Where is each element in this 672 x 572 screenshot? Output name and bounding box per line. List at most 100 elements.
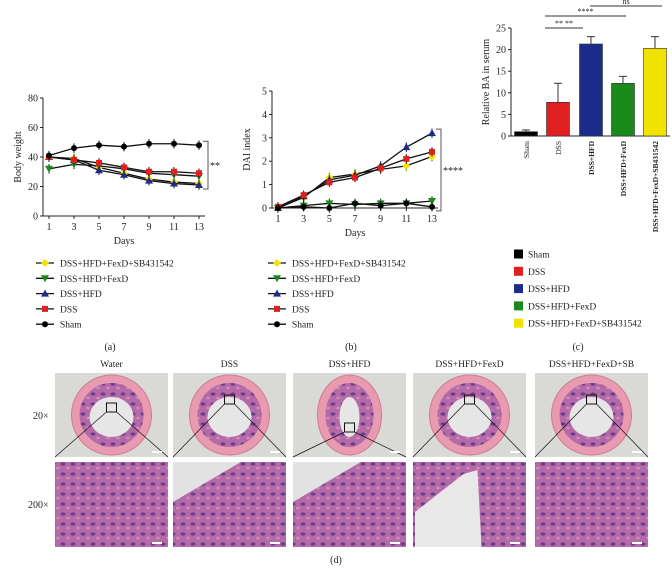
marker-square	[274, 305, 280, 312]
legend-item: DSS	[514, 266, 545, 278]
legend-label: DSS+HFD+FexD+SB431542	[60, 260, 174, 270]
legend-item: DSS+HFD+FexD	[36, 275, 128, 285]
scale-bar	[510, 542, 520, 544]
zoom-line	[116, 411, 169, 458]
legend-label: DSS+HFD+FexD	[528, 302, 596, 312]
column-label: Water	[100, 360, 123, 370]
x-tick-label: 13	[194, 222, 204, 233]
x-tick-label: 9	[378, 214, 383, 225]
column-label: DSS+HFD+FexD	[435, 360, 503, 370]
marker-triangle-up	[41, 289, 49, 297]
x-tick-label: 11	[169, 222, 179, 233]
marker-circle	[46, 152, 52, 159]
marker-square	[326, 179, 333, 186]
zoom-line	[234, 403, 287, 458]
marker-triangle-down	[41, 275, 49, 283]
error-bar	[522, 129, 530, 132]
marker-circle	[300, 203, 307, 210]
y-tick-label: 80	[28, 94, 38, 105]
lumen	[89, 397, 134, 437]
series-sham	[46, 139, 202, 161]
marker-circle	[196, 142, 202, 149]
caption-b: (b)	[345, 342, 357, 353]
legend-label: DSS	[292, 305, 309, 315]
x-tick-label: DSS	[554, 141, 563, 155]
zoom-box	[344, 422, 355, 433]
background	[173, 462, 241, 502]
marker-triangle-up	[273, 289, 281, 297]
scale-bar	[632, 542, 642, 544]
scale-bar	[390, 451, 400, 453]
marker-diamond	[273, 259, 281, 267]
marker-triangle-up	[195, 181, 203, 189]
x-tick-label: DSS+HFD	[587, 140, 596, 174]
legend-item: DSS	[268, 305, 309, 315]
legend-item: DSS+HFD	[36, 289, 102, 300]
legend-c: Sham DSS DSS+HFD DSS+HFD+FexD DSS+HFD+FexD+S…	[514, 249, 642, 330]
marker-triangle-down	[273, 275, 281, 283]
marker-circle	[403, 200, 410, 207]
y-axis-label: DAI index	[242, 128, 253, 171]
scale-bar	[152, 542, 162, 544]
legend-label: DSS+HFD+FexD+SB431542	[528, 320, 642, 330]
significance-bracket	[436, 128, 442, 212]
bar	[514, 131, 538, 137]
marker-circle	[71, 145, 77, 152]
y-axis-label: Body weight	[13, 131, 24, 183]
marker-triangle-up	[145, 176, 153, 184]
row-label: 20×	[33, 411, 49, 422]
significance-label: ** **	[555, 19, 573, 28]
zoom-box	[106, 402, 117, 413]
legend-label: DSS+HFD+FexD	[60, 275, 128, 285]
y-tick-label: 0	[262, 204, 267, 215]
x-tick-label: 13	[427, 214, 437, 225]
x-tick-label: DSS+HFD+FexD	[619, 140, 628, 196]
x-tick-label: 9	[147, 222, 152, 233]
x-tick-label: 3	[72, 222, 77, 233]
marker-circle	[352, 200, 358, 207]
significance-label: **	[210, 161, 220, 172]
caption-c: (c)	[572, 342, 583, 353]
zoom-line	[596, 403, 649, 458]
y-tick-label: 0	[501, 132, 506, 143]
error-bar	[651, 36, 659, 49]
zoom-line	[54, 411, 107, 458]
column-label: DSS+HFD+FexD+SB	[549, 360, 634, 370]
y-tick-label: 40	[28, 153, 38, 164]
legend-label: DSS+HFD+FexD+SB431542	[292, 260, 406, 270]
legend-item: Sham	[268, 321, 314, 331]
marker-square	[429, 148, 435, 155]
histology-panel: Water DSS DSS+HFD DSS+HFD+FexD DSS+HFD+FexD+…	[28, 360, 649, 547]
marker-diamond	[402, 161, 411, 170]
legend-label: DSS+HFD	[60, 290, 102, 300]
zoom-box	[586, 394, 597, 405]
marker-square	[121, 164, 127, 171]
legend-swatch	[514, 266, 523, 276]
legend-label: Sham	[60, 321, 82, 331]
bar	[611, 82, 635, 137]
x-tick-label: 11	[402, 214, 412, 225]
significance-label: ****	[578, 7, 594, 16]
legend-item: DSS+HFD+FexD	[268, 275, 360, 285]
zoom-line	[292, 431, 345, 458]
x-tick-label: 1	[47, 222, 52, 233]
marker-triangle-down	[428, 197, 436, 205]
marker-square	[300, 192, 307, 199]
y-tick-label: 2	[262, 157, 267, 168]
marker-circle	[377, 202, 384, 209]
y-tick-label: 5	[501, 110, 506, 121]
x-tick-label: 3	[301, 214, 306, 225]
marker-square	[42, 305, 48, 312]
zoom-line	[534, 403, 587, 458]
significance-label: ****	[443, 166, 463, 177]
caption-a: (a)	[104, 342, 115, 353]
bar	[643, 48, 667, 137]
marker-triangle-up	[402, 143, 411, 151]
background	[293, 462, 361, 502]
zoom-box	[224, 394, 235, 405]
legend-item: DSS	[36, 305, 77, 315]
x-tick-label: Sham	[522, 141, 531, 158]
marker-square	[171, 168, 177, 175]
scale-bar	[632, 451, 642, 453]
